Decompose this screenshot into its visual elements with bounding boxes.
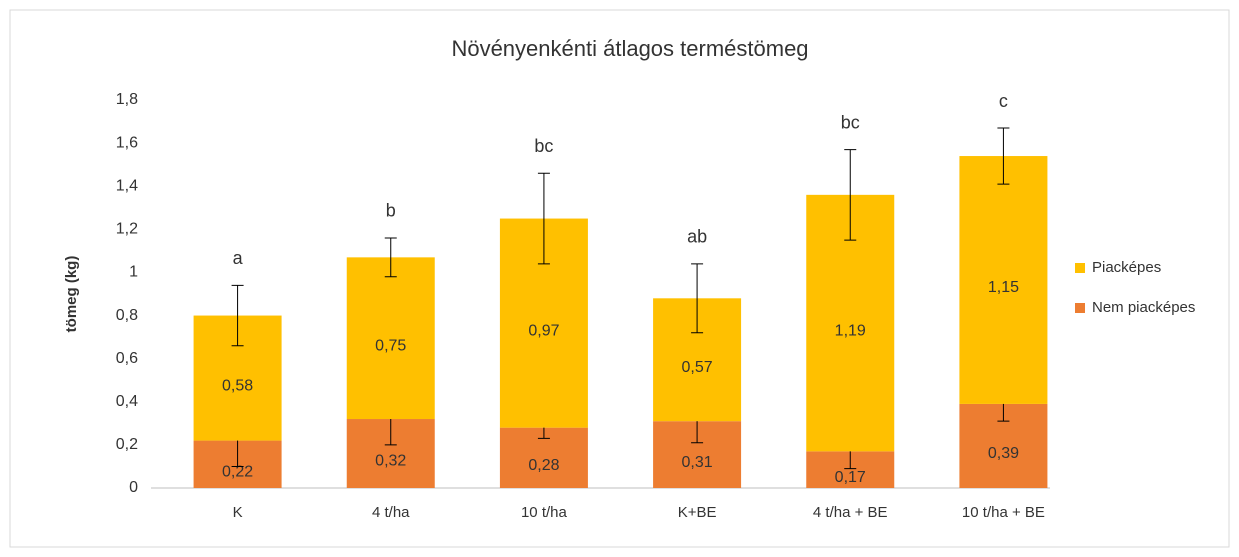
annotation: a <box>233 248 244 268</box>
error-bar <box>537 172 550 265</box>
y-tick-label: 0 <box>129 479 138 496</box>
value-label: 0,58 <box>222 377 253 394</box>
x-tick-label: 10 t/ha + BE <box>962 504 1045 521</box>
error-bar <box>844 149 857 241</box>
error-bar <box>691 263 704 334</box>
error-bar <box>231 284 244 347</box>
value-label: 0,32 <box>375 453 406 470</box>
value-label: 0,75 <box>375 337 406 354</box>
y-tick-label: 0,2 <box>116 436 138 453</box>
legend-swatch <box>1075 263 1085 273</box>
error-bar <box>384 237 397 278</box>
bar-segment <box>959 156 1048 404</box>
y-tick-label: 1 <box>129 264 138 281</box>
legend-swatch <box>1075 303 1085 313</box>
value-label: 0,28 <box>528 457 559 474</box>
y-tick-label: 1,2 <box>116 221 138 238</box>
annotation: c <box>999 91 1008 111</box>
value-label: 0,97 <box>528 322 559 339</box>
value-label: 0,17 <box>835 469 866 486</box>
y-tick-label: 0,6 <box>116 350 138 367</box>
value-label: 1,15 <box>988 279 1019 296</box>
annotation: bc <box>841 112 860 132</box>
annotation: ab <box>687 227 707 247</box>
x-tick-label: 4 t/ha <box>372 504 410 521</box>
value-label: 1,19 <box>835 322 866 339</box>
annotation: b <box>386 201 396 221</box>
y-tick-label: 1,4 <box>116 177 138 194</box>
value-label: 0,22 <box>222 464 253 481</box>
x-tick-label: 10 t/ha <box>521 504 568 521</box>
x-tick-label: K+BE <box>678 504 717 521</box>
error-bar <box>997 127 1010 185</box>
annotation: bc <box>534 136 553 156</box>
bar-segment <box>346 257 435 420</box>
chart-title: Növényenkénti átlagos terméstömeg <box>451 36 808 61</box>
y-axis-label: tömeg (kg) <box>63 256 80 333</box>
y-tick-label: 1,8 <box>116 91 138 108</box>
value-label: 0,31 <box>682 454 713 471</box>
x-tick-label: 4 t/ha + BE <box>813 504 888 521</box>
value-label: 0,39 <box>988 445 1019 462</box>
value-label: 0,57 <box>682 359 713 376</box>
x-tick-label: K <box>233 504 243 521</box>
y-tick-label: 1,6 <box>116 134 138 151</box>
y-tick-label: 0,8 <box>116 307 138 324</box>
legend-label: Nem piacképes <box>1092 299 1195 316</box>
legend-label: Piacképes <box>1092 259 1161 276</box>
y-tick-label: 0,4 <box>116 393 138 410</box>
